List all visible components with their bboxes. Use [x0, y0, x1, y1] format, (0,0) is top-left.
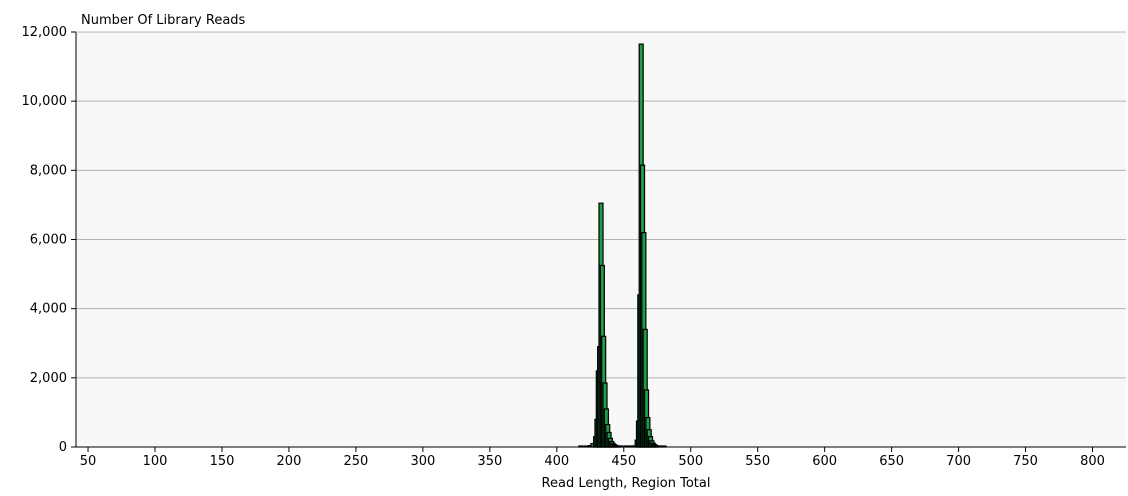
x-tick-label: 700 [946, 454, 971, 469]
x-tick-label: 750 [1013, 454, 1038, 469]
x-tick-label: 600 [812, 454, 837, 469]
bars [578, 43, 667, 448]
x-tick-label: 300 [410, 454, 435, 469]
x-tick-label: 800 [1080, 454, 1105, 469]
x-tick-label: 250 [343, 454, 368, 469]
x-tick-label: 350 [477, 454, 502, 469]
y-tick-label: 0 [59, 440, 67, 455]
x-tick-label: 550 [745, 454, 770, 469]
x-axis-label: Read Length, Region Total [542, 476, 711, 491]
axes: 0 2,000 4,000 6,000 8,000 10,000 12,000 50 100 15… [22, 25, 1126, 469]
y-axis-label: Number Of Library Reads [81, 13, 246, 28]
x-tick-label: 450 [611, 454, 636, 469]
y-tick-label: 8,000 [30, 163, 67, 178]
y-tick-label: 12,000 [22, 25, 68, 40]
y-tick-label: 4,000 [30, 302, 67, 317]
x-tick-label: 400 [544, 454, 569, 469]
y-tick-label: 2,000 [30, 371, 67, 386]
x-tick-label: 50 [80, 454, 97, 469]
x-tick-label: 500 [678, 454, 703, 469]
y-tick-label: 10,000 [22, 94, 68, 109]
x-tick-label: 650 [879, 454, 904, 469]
x-tick-label: 150 [210, 454, 235, 469]
y-tick-label: 6,000 [30, 233, 67, 248]
x-tick-label: 200 [277, 454, 302, 469]
x-tick-label: 100 [143, 454, 168, 469]
